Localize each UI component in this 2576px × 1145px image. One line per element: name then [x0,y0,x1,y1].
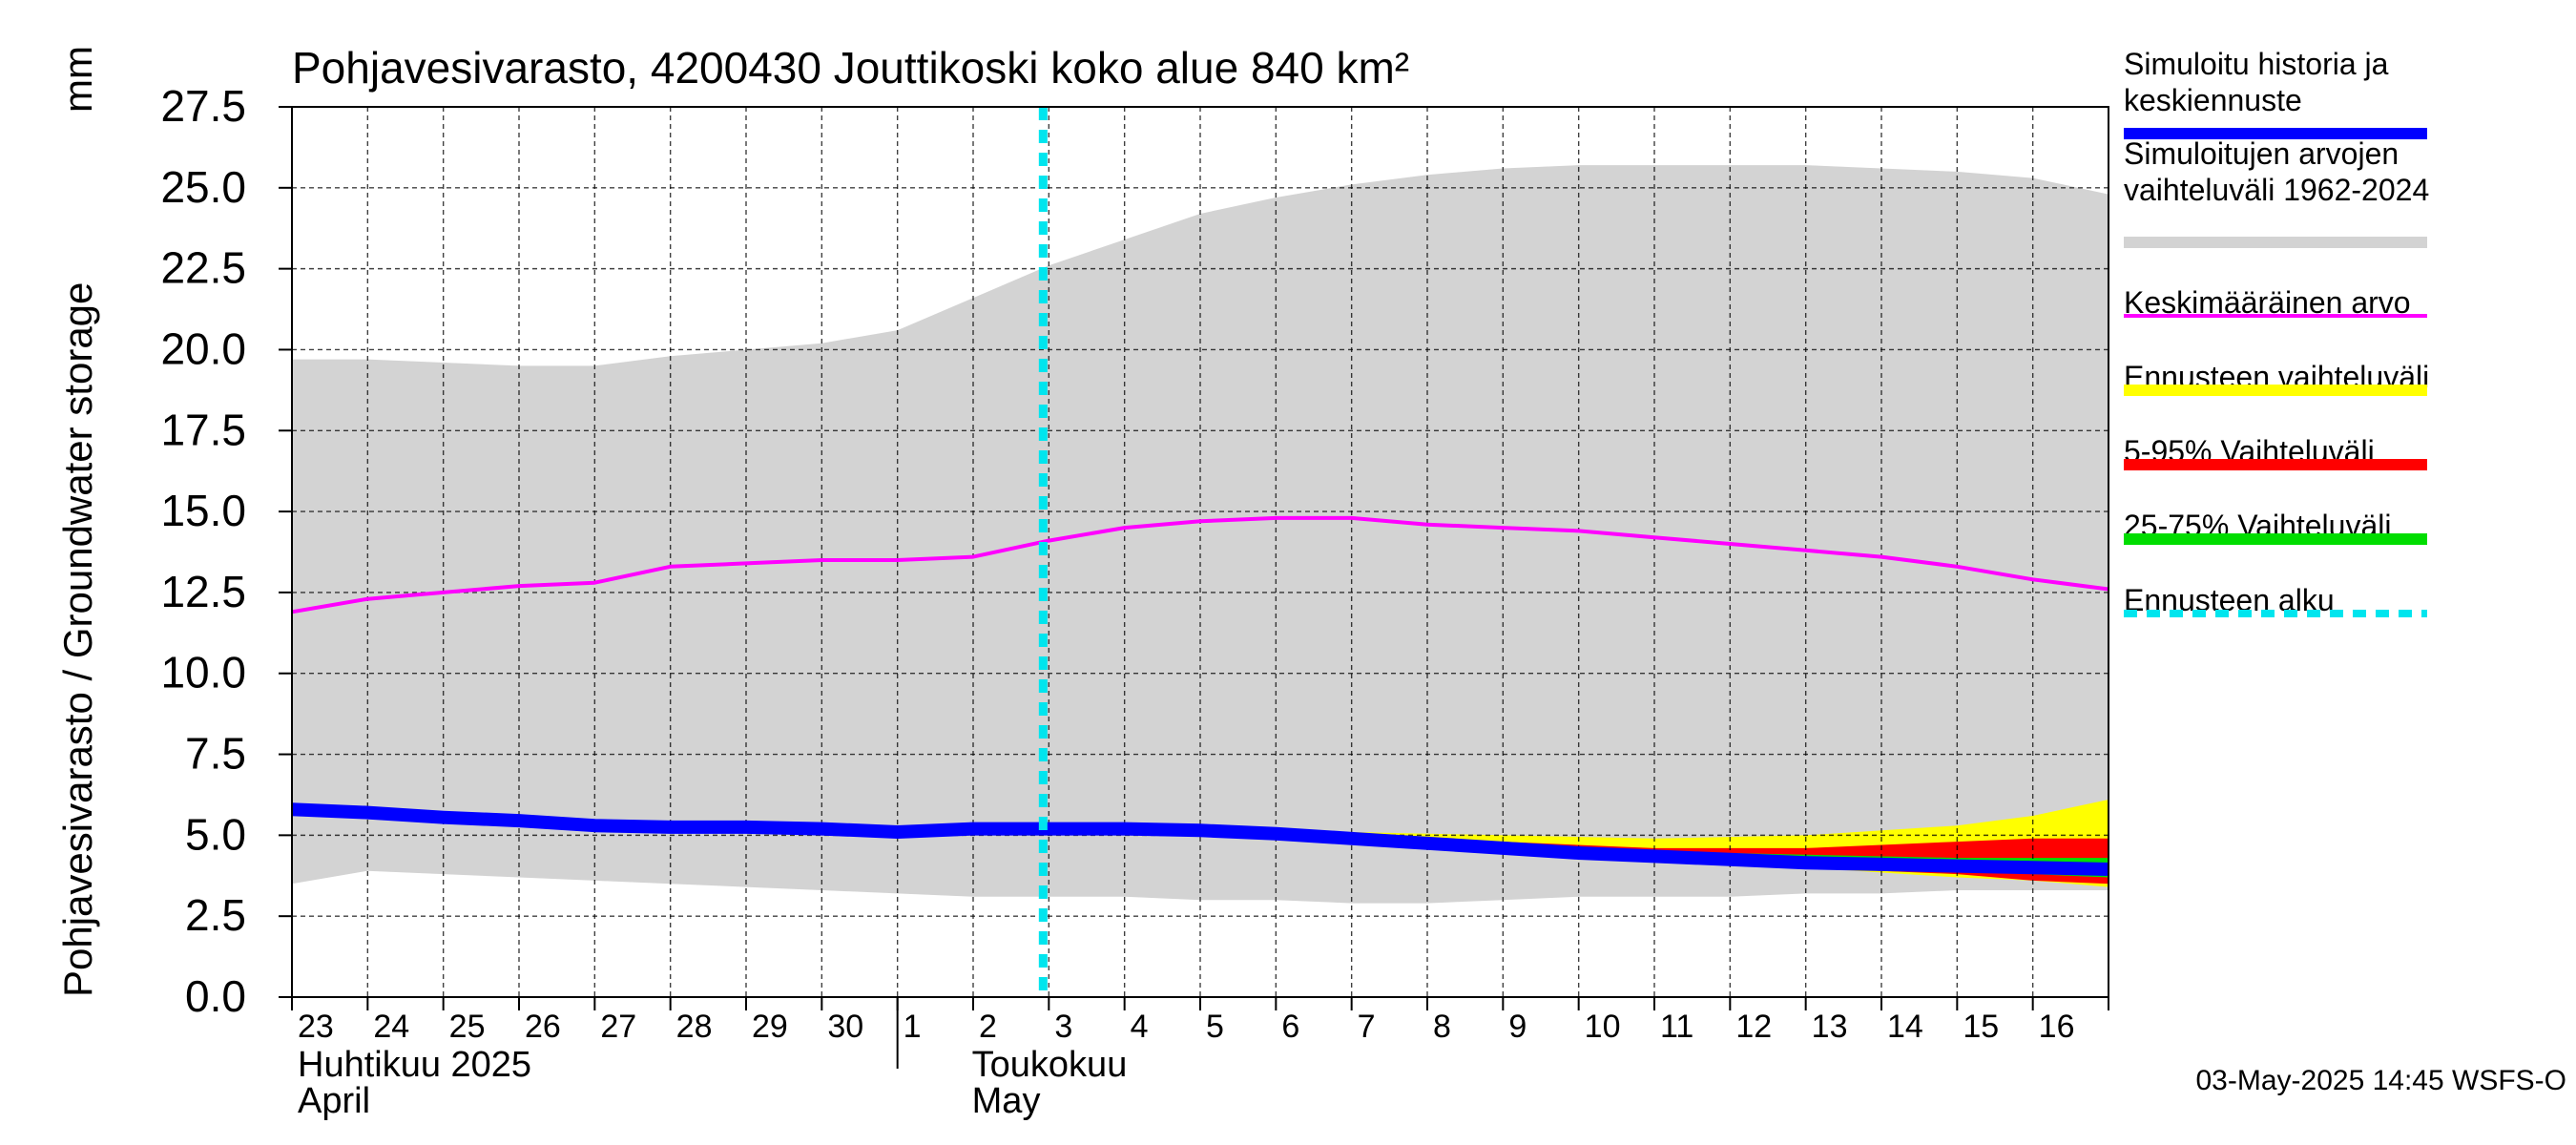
legend-label: Simuloitujen arvojen [2124,136,2399,171]
legend-label: Simuloitu historia ja [2124,47,2389,81]
x-tick-label: 15 [1963,1009,1999,1045]
x-tick-label: 23 [298,1009,334,1045]
x-tick-label: 25 [449,1009,486,1045]
month-label-en: May [972,1081,1041,1121]
x-tick-label: 28 [676,1009,713,1045]
month-label: Huhtikuu 2025 [298,1045,531,1085]
band-2 [1049,828,2109,885]
x-tick-label: 26 [525,1009,561,1045]
x-tick-label: 10 [1585,1009,1621,1045]
x-tick-label: 7 [1358,1009,1376,1045]
axes: 0.0 2.5 5.0 7.5 10.0 12.5 15.0 17.5 20.0 22.5 25.0… [160,81,2109,1121]
x-tick-label: 8 [1433,1009,1451,1045]
x-tick-label: 6 [1281,1009,1299,1045]
series-line-1 [291,802,2109,876]
x-tick-label: 30 [827,1009,863,1045]
y-tick-label: 0.0 [185,971,246,1021]
x-tick-label: 9 [1508,1009,1527,1045]
y-tick-label: 7.5 [185,729,246,779]
x-tick-label: 27 [600,1009,636,1045]
x-tick-label: 29 [752,1009,788,1045]
y-tick-label: 15.0 [160,486,246,535]
x-tick-label: 3 [1054,1009,1072,1045]
y-axis-label: Pohjavesivarasto / Groundwater storage [55,282,100,997]
x-tick-label: 14 [1887,1009,1923,1045]
month-label: Toukokuu [972,1045,1128,1085]
timestamp-footer: 03-May-2025 14:45 WSFS-O [2196,1065,2567,1096]
legend: Simuloitu historia jakeskiennusteSimuloi… [2124,47,2429,617]
legend-item: Keskimääräinen arvo [2124,285,2427,320]
x-tick-label: 4 [1131,1009,1149,1045]
legend-item: Ennusteen vaihteluväli [2124,360,2429,396]
x-tick-label: 11 [1660,1009,1693,1045]
series-line-0 [291,515,2109,614]
y-tick-label: 10.0 [160,648,246,697]
legend-item: 5-95% Vaihteluväli [2124,434,2427,470]
month-label-en: April [298,1081,370,1121]
legend-label: vaihteluväli 1962-2024 [2124,173,2429,207]
y-tick-label: 27.5 [160,81,246,131]
x-tick-label: 24 [373,1009,409,1045]
y-tick-label: 2.5 [185,890,246,940]
x-tick-label: 16 [2039,1009,2075,1045]
y-axis-unit: mm [55,46,100,113]
y-tick-label: 25.0 [160,162,246,212]
y-tick-label: 12.5 [160,567,246,616]
x-tick-label: 2 [979,1009,997,1045]
legend-item: 25-75% Vaihteluväli [2124,509,2427,545]
y-tick-label: 22.5 [160,243,246,293]
x-tick-label: 12 [1735,1009,1772,1045]
x-tick-label: 1 [904,1009,922,1045]
plot-area [291,107,2109,997]
x-tick-label: 5 [1206,1009,1224,1045]
y-tick-label: 5.0 [185,809,246,859]
x-tick-label: 13 [1812,1009,1848,1045]
legend-label: keskiennuste [2124,83,2302,117]
chart-title: Pohjavesivarasto, 4200430 Jouttikoski ko… [292,43,1409,93]
y-tick-label: 20.0 [160,323,246,373]
legend-item: Ennusteen alku [2124,583,2427,617]
y-tick-label: 17.5 [160,405,246,454]
